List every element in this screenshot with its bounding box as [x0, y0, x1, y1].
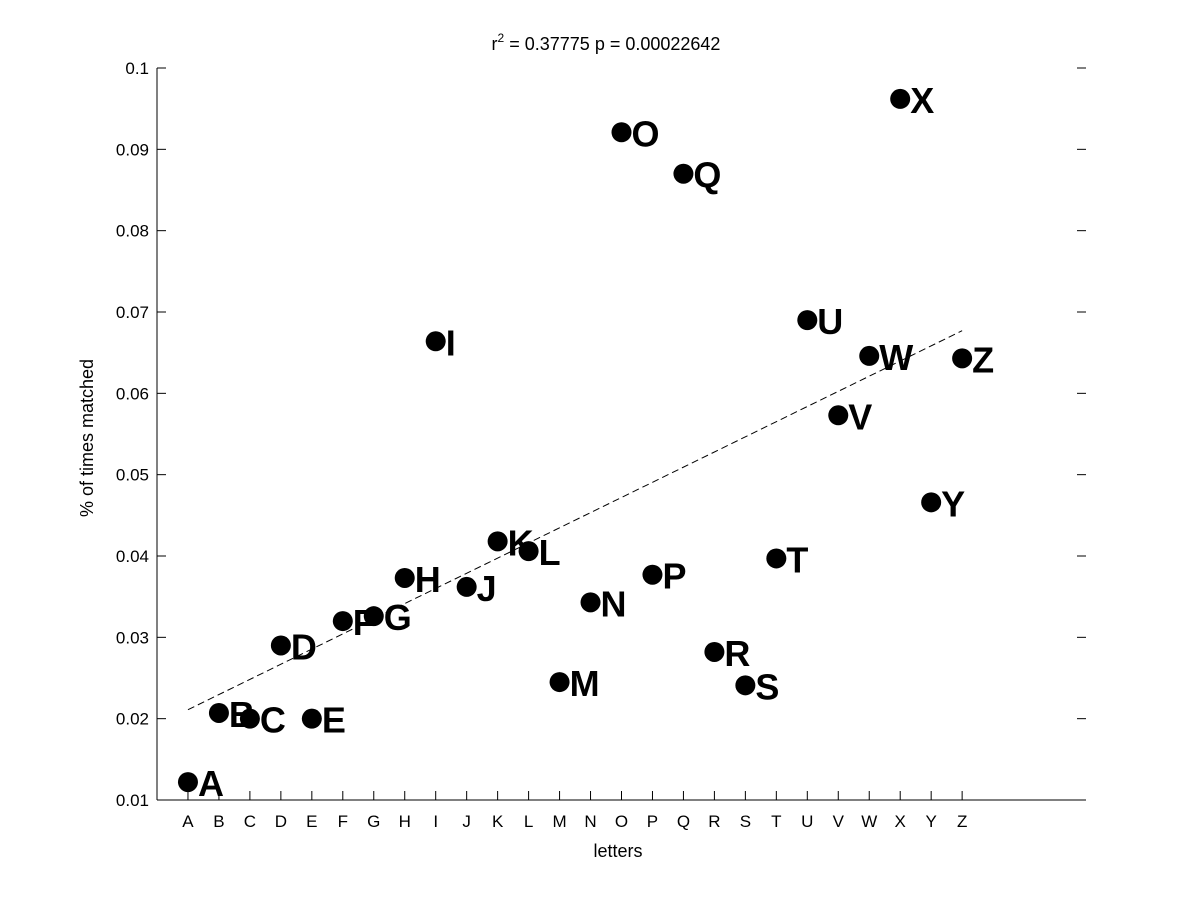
x-tick-label: A [182, 812, 194, 831]
point-label-D: D [291, 626, 317, 667]
point-label-P: P [662, 556, 686, 597]
point-F [332, 611, 353, 632]
point-label-Y: Y [941, 483, 965, 524]
y-axis-title: % of times matched [77, 359, 97, 517]
point-label-W: W [879, 337, 913, 378]
y-tick-label: 0.07 [116, 303, 149, 322]
x-tick-label: I [433, 812, 438, 831]
point-label-M: M [570, 663, 600, 704]
x-tick-label: E [306, 812, 317, 831]
point-label-Z: Z [972, 339, 994, 380]
y-tick-label: 0.01 [116, 791, 149, 810]
point-X [890, 88, 911, 109]
trend-line [187, 330, 963, 711]
point-label-U: U [817, 301, 843, 342]
point-O [611, 122, 632, 143]
point-label-T: T [786, 539, 808, 580]
point-Q [673, 163, 694, 184]
x-tick-label: M [552, 812, 566, 831]
point-Y [921, 492, 942, 513]
y-tick-label: 0.06 [116, 384, 149, 403]
x-tick-label: Y [925, 812, 936, 831]
point-U [797, 310, 818, 331]
point-label-O: O [632, 113, 660, 154]
y-tick-label: 0.04 [116, 547, 149, 566]
chart-title: r2 = 0.37775 p = 0.00022642 [492, 31, 721, 54]
point-L [518, 541, 539, 562]
x-tick-label: U [801, 812, 813, 831]
x-tick-label: N [584, 812, 596, 831]
point-label-C: C [260, 700, 286, 741]
point-label-X: X [910, 80, 934, 121]
x-tick-label: L [524, 812, 533, 831]
x-tick-label: R [708, 812, 720, 831]
y-tick-label: 0.03 [116, 628, 149, 647]
x-tick-label: K [492, 812, 504, 831]
point-W [859, 345, 880, 366]
x-tick-label: F [338, 812, 348, 831]
point-label-S: S [755, 666, 779, 707]
point-label-E: E [322, 700, 346, 741]
x-tick-label: Q [677, 812, 690, 831]
point-H [394, 567, 415, 588]
point-label-V: V [848, 396, 872, 437]
y-tick-label: 0.09 [116, 140, 149, 159]
point-G [363, 606, 384, 627]
point-label-A: A [198, 763, 224, 804]
x-tick-label: O [615, 812, 628, 831]
point-T [766, 548, 787, 569]
point-D [270, 635, 291, 656]
y-tick-label: 0.1 [125, 59, 149, 78]
x-tick-label: V [833, 812, 845, 831]
x-tick-label: S [740, 812, 751, 831]
x-tick-label: W [861, 812, 877, 831]
point-E [301, 708, 322, 729]
x-tick-label: G [367, 812, 380, 831]
point-B [208, 702, 229, 723]
point-A [177, 772, 198, 793]
x-tick-label: J [462, 812, 471, 831]
point-M [549, 672, 570, 693]
point-label-J: J [477, 568, 497, 609]
y-axis: 0.01 0.02 0.03 0.04 0.05 0.06 0.07 0.08 0.09 0.1 [116, 59, 1086, 810]
x-tick-label: D [275, 812, 287, 831]
point-I [425, 331, 446, 352]
point-label-R: R [724, 633, 750, 674]
point-label-H: H [415, 559, 441, 600]
point-label-N: N [601, 583, 627, 624]
x-tick-label: H [399, 812, 411, 831]
point-P [642, 564, 663, 585]
x-tick-label: T [771, 812, 781, 831]
point-N [580, 592, 601, 613]
point-label-L: L [539, 532, 561, 573]
point-R [704, 641, 725, 662]
y-tick-label: 0.02 [116, 710, 149, 729]
x-tick-label: C [244, 812, 256, 831]
point-label-I: I [446, 322, 456, 363]
x-axis-title: letters [593, 841, 642, 861]
point-label-Q: Q [693, 155, 721, 196]
x-tick-label: Z [957, 812, 967, 831]
point-label-G: G [384, 597, 412, 638]
point-K [487, 531, 508, 552]
x-tick-label: B [213, 812, 224, 831]
y-tick-label: 0.08 [116, 222, 149, 241]
point-C [239, 708, 260, 729]
point-V [828, 405, 849, 426]
point-J [456, 576, 477, 597]
point-S [735, 675, 756, 696]
plot-area [157, 68, 1086, 800]
point-Z [952, 348, 973, 369]
x-tick-label: P [647, 812, 658, 831]
x-tick-label: X [895, 812, 906, 831]
y-tick-label: 0.05 [116, 466, 149, 485]
